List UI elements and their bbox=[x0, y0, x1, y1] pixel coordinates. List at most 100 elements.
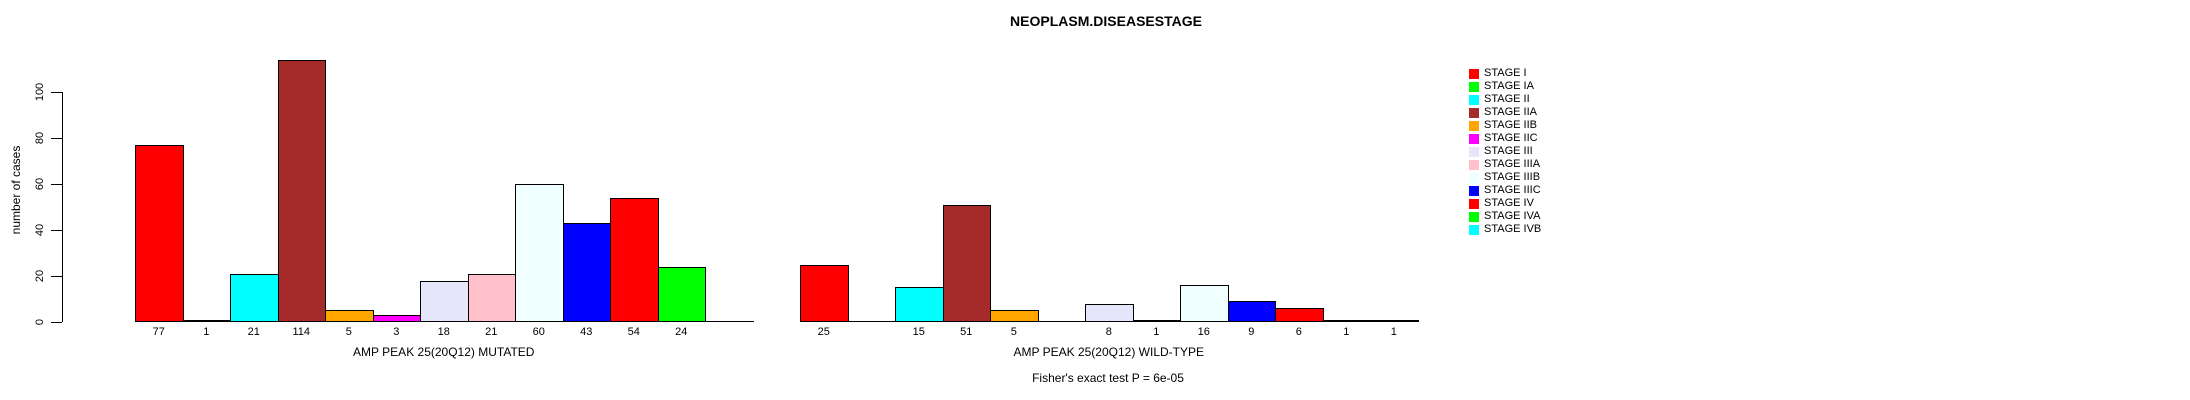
bar-value-label: 1 bbox=[1153, 326, 1160, 338]
legend-item: STAGE I bbox=[1469, 67, 1541, 80]
bar-stage-ia bbox=[847, 321, 896, 322]
legend-item: STAGE IIIA bbox=[1469, 158, 1541, 171]
bar-value-label: 1 bbox=[203, 326, 210, 338]
legend-swatch bbox=[1469, 159, 1479, 170]
y-tick-mark bbox=[51, 276, 62, 277]
legend-swatch bbox=[1469, 185, 1479, 196]
legend-swatch bbox=[1469, 68, 1479, 79]
bar-stage-iic bbox=[1037, 321, 1086, 322]
bar-stage-iic bbox=[372, 315, 421, 322]
bar-stage-iib bbox=[990, 310, 1039, 322]
x-axis-label: AMP PEAK 25(20Q12) WILD-TYPE bbox=[1013, 345, 1205, 359]
legend-label: STAGE IA bbox=[1484, 80, 1534, 92]
bar-value-label: 24 bbox=[675, 326, 688, 338]
fisher-test-note: Fisher's exact test P = 6e-05 bbox=[1032, 371, 1184, 385]
bar-value-label: 25 bbox=[817, 326, 830, 338]
bar-stage-iia bbox=[942, 205, 991, 322]
bar-value-label: 15 bbox=[912, 326, 925, 338]
legend-label: STAGE IV bbox=[1484, 197, 1534, 209]
legend-item: STAGE II bbox=[1469, 93, 1541, 106]
bar-value-label: 16 bbox=[1197, 326, 1210, 338]
bar-stage-iv bbox=[610, 198, 659, 322]
legend-swatch bbox=[1469, 172, 1479, 183]
y-tick-label: 0 bbox=[34, 318, 46, 326]
legend-item: STAGE IIB bbox=[1469, 119, 1541, 132]
bar-value-label: 21 bbox=[247, 326, 260, 338]
legend-label: STAGE III bbox=[1484, 145, 1533, 157]
y-tick-label: 40 bbox=[34, 223, 46, 237]
bar-value-label: 5 bbox=[1010, 326, 1017, 338]
legend-swatch bbox=[1469, 224, 1479, 235]
bar-stage-i bbox=[800, 265, 849, 322]
bar-stage-iva bbox=[1322, 320, 1371, 322]
y-tick-mark bbox=[51, 138, 62, 139]
y-tick-label: 80 bbox=[34, 131, 46, 145]
bar-value-label: 54 bbox=[627, 326, 640, 338]
legend-swatch bbox=[1469, 211, 1479, 222]
legend-label: STAGE IIA bbox=[1484, 106, 1537, 118]
legend-swatch bbox=[1469, 133, 1479, 144]
legend-item: STAGE IVB bbox=[1469, 223, 1541, 236]
legend-swatch bbox=[1469, 107, 1479, 118]
y-tick-mark bbox=[51, 230, 62, 231]
bar-stage-iiic bbox=[1227, 301, 1276, 322]
bar-value-label: 3 bbox=[393, 326, 400, 338]
legend-item: STAGE IA bbox=[1469, 80, 1541, 93]
bar-value-label: 5 bbox=[345, 326, 352, 338]
bar-value-label: 21 bbox=[485, 326, 498, 338]
legend-label: STAGE IIC bbox=[1484, 132, 1538, 144]
bar-stage-iia bbox=[277, 60, 326, 322]
bar-value-label: 18 bbox=[437, 326, 450, 338]
bar-value-label: 9 bbox=[1248, 326, 1255, 338]
bar-stage-iva bbox=[657, 267, 706, 322]
bar-stage-iii bbox=[1085, 304, 1134, 322]
bar-value-label: 43 bbox=[580, 326, 593, 338]
bar-value-label: 8 bbox=[1105, 326, 1112, 338]
bar-stage-iiib bbox=[1180, 285, 1229, 322]
bar-stage-ivb bbox=[705, 321, 754, 322]
legend-item: STAGE IV bbox=[1469, 197, 1541, 210]
legend-label: STAGE IVB bbox=[1484, 223, 1542, 235]
legend-label: STAGE II bbox=[1484, 93, 1530, 105]
y-tick-mark bbox=[51, 92, 62, 93]
legend: STAGE I STAGE IA STAGE II STAGE IIA STAGE II… bbox=[1469, 67, 1541, 236]
y-axis-line bbox=[62, 92, 63, 322]
legend-item: STAGE IIA bbox=[1469, 106, 1541, 119]
legend-item: STAGE IIC bbox=[1469, 132, 1541, 145]
bar-stage-ia bbox=[182, 320, 231, 322]
bar-stage-ii bbox=[230, 274, 279, 322]
legend-item: STAGE IIIB bbox=[1469, 171, 1541, 184]
legend-item: STAGE III bbox=[1469, 145, 1541, 158]
x-axis-label: AMP PEAK 25(20Q12) MUTATED bbox=[353, 345, 535, 359]
legend-swatch bbox=[1469, 146, 1479, 157]
legend-label: STAGE IVA bbox=[1484, 210, 1541, 222]
bar-stage-iv bbox=[1275, 308, 1324, 322]
legend-swatch bbox=[1469, 81, 1479, 92]
y-tick-label: 100 bbox=[34, 82, 46, 102]
bar-value-label: 114 bbox=[292, 326, 311, 338]
bar-stage-i bbox=[135, 145, 184, 322]
bar-stage-iiic bbox=[562, 223, 611, 322]
legend-label: STAGE I bbox=[1484, 67, 1527, 79]
chart-title: NEOPLASM.DISEASESTAGE bbox=[1010, 13, 1202, 29]
legend-label: STAGE IIIC bbox=[1484, 184, 1541, 196]
bar-stage-iiia bbox=[467, 274, 516, 322]
bar-stage-ivb bbox=[1370, 320, 1419, 322]
legend-swatch bbox=[1469, 94, 1479, 105]
bar-value-label: 51 bbox=[960, 326, 973, 338]
legend-item: STAGE IVA bbox=[1469, 210, 1541, 223]
legend-label: STAGE IIB bbox=[1484, 119, 1537, 131]
bar-stage-iib bbox=[325, 310, 374, 322]
y-tick-mark bbox=[51, 322, 62, 323]
y-tick-label: 60 bbox=[34, 177, 46, 191]
bar-stage-iiia bbox=[1132, 320, 1181, 322]
y-tick-mark bbox=[51, 184, 62, 185]
bar-value-label: 6 bbox=[1295, 326, 1302, 338]
y-tick-label: 20 bbox=[34, 269, 46, 283]
legend-swatch bbox=[1469, 120, 1479, 131]
bar-value-label: 60 bbox=[532, 326, 545, 338]
bar-value-label: 1 bbox=[1343, 326, 1350, 338]
bar-stage-iiib bbox=[515, 184, 564, 322]
legend-label: STAGE IIIA bbox=[1484, 158, 1541, 170]
